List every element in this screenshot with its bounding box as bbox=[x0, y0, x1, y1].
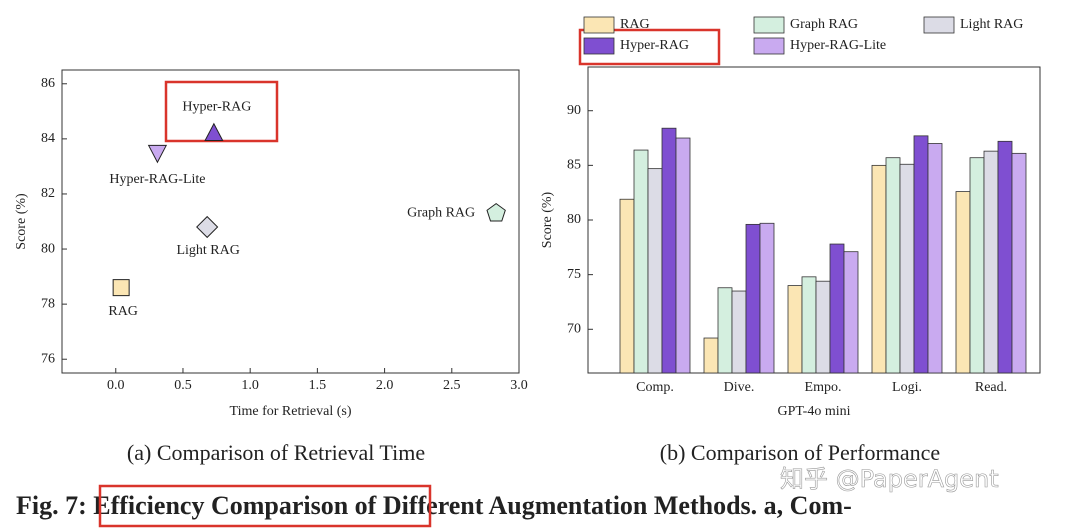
x-axis-label: GPT-4o mini bbox=[778, 404, 851, 419]
point-label: RAG bbox=[108, 304, 138, 319]
y-tick-label: 90 bbox=[567, 103, 581, 118]
bar bbox=[969, 157, 985, 374]
bar bbox=[703, 337, 719, 374]
bar bbox=[1011, 152, 1027, 374]
bar bbox=[619, 198, 635, 374]
bar bbox=[899, 163, 915, 374]
legend-label: Light RAG bbox=[960, 17, 1023, 32]
y-tick-label: 84 bbox=[41, 131, 55, 146]
point-label: Hyper-RAG-Lite bbox=[109, 172, 205, 187]
x-tick-label: 1.5 bbox=[309, 378, 327, 393]
bar bbox=[801, 276, 817, 374]
legend-swatch bbox=[753, 16, 785, 34]
highlight-box bbox=[578, 28, 721, 66]
x-tick-label: Dive. bbox=[724, 380, 755, 395]
bar bbox=[885, 157, 901, 374]
x-tick-label: 3.0 bbox=[510, 378, 528, 393]
x-tick-label: Read. bbox=[975, 380, 1007, 395]
x-tick-label: 0.5 bbox=[174, 378, 192, 393]
bar bbox=[787, 285, 803, 374]
y-tick-label: 82 bbox=[41, 186, 55, 201]
y-axis-label: Score (%) bbox=[540, 191, 555, 248]
x-tick-label: 2.5 bbox=[443, 378, 461, 393]
x-tick-label: Empo. bbox=[805, 380, 842, 395]
x-tick-label: 2.0 bbox=[376, 378, 394, 393]
y-tick-label: 76 bbox=[41, 351, 55, 366]
point-label: Graph RAG bbox=[407, 205, 475, 220]
point bbox=[147, 144, 168, 164]
highlight-box bbox=[98, 484, 432, 528]
y-axis-label: Score (%) bbox=[14, 193, 29, 250]
bar bbox=[955, 191, 971, 374]
plot-frame bbox=[61, 69, 520, 374]
legend-label: RAG bbox=[620, 17, 650, 32]
bar bbox=[675, 137, 691, 374]
point bbox=[112, 279, 130, 297]
legend-swatch bbox=[583, 37, 615, 55]
bar bbox=[829, 243, 845, 374]
bar bbox=[815, 280, 831, 374]
bar bbox=[983, 150, 999, 374]
bar bbox=[997, 140, 1013, 374]
bar bbox=[633, 149, 649, 374]
x-tick-label: 0.0 bbox=[107, 378, 125, 393]
legend-swatch bbox=[923, 16, 955, 34]
figure-caption: Fig. 7: Efficiency Comparison of Differe… bbox=[16, 491, 852, 520]
y-tick-label: 75 bbox=[567, 267, 581, 282]
point bbox=[486, 203, 506, 222]
bar bbox=[871, 164, 887, 374]
y-tick-label: 80 bbox=[567, 212, 581, 227]
y-tick-label: 86 bbox=[41, 76, 55, 91]
bar bbox=[647, 168, 663, 374]
watermark: 知乎 @PaperAgent bbox=[780, 465, 999, 493]
bar bbox=[759, 222, 775, 374]
bar bbox=[717, 287, 733, 374]
bar bbox=[661, 127, 677, 374]
point-label: Light RAG bbox=[176, 243, 239, 258]
legend-label: Hyper-RAG-Lite bbox=[790, 38, 886, 53]
x-axis-label: Time for Retrieval (s) bbox=[230, 404, 352, 419]
y-tick-label: 78 bbox=[41, 296, 55, 311]
y-tick-label: 70 bbox=[567, 322, 581, 337]
subcaption: (a) Comparison of Retrieval Time bbox=[127, 440, 425, 465]
point-label: Hyper-RAG bbox=[182, 100, 251, 115]
x-tick-label: Logi. bbox=[892, 380, 922, 395]
legend-label: Hyper-RAG bbox=[620, 38, 689, 53]
bar bbox=[731, 290, 747, 374]
point bbox=[196, 215, 219, 239]
legend-label: Graph RAG bbox=[790, 17, 858, 32]
y-tick-label: 85 bbox=[567, 158, 581, 173]
bar bbox=[927, 143, 943, 374]
subcaption: (b) Comparison of Performance bbox=[660, 440, 940, 465]
y-tick-label: 80 bbox=[41, 241, 55, 256]
legend-swatch bbox=[583, 16, 615, 34]
bar bbox=[843, 251, 859, 374]
legend-swatch bbox=[753, 37, 785, 55]
bar bbox=[745, 223, 761, 374]
x-tick-label: Comp. bbox=[636, 380, 674, 395]
x-tick-label: 1.0 bbox=[241, 378, 259, 393]
point bbox=[204, 122, 224, 142]
bar bbox=[913, 135, 929, 374]
